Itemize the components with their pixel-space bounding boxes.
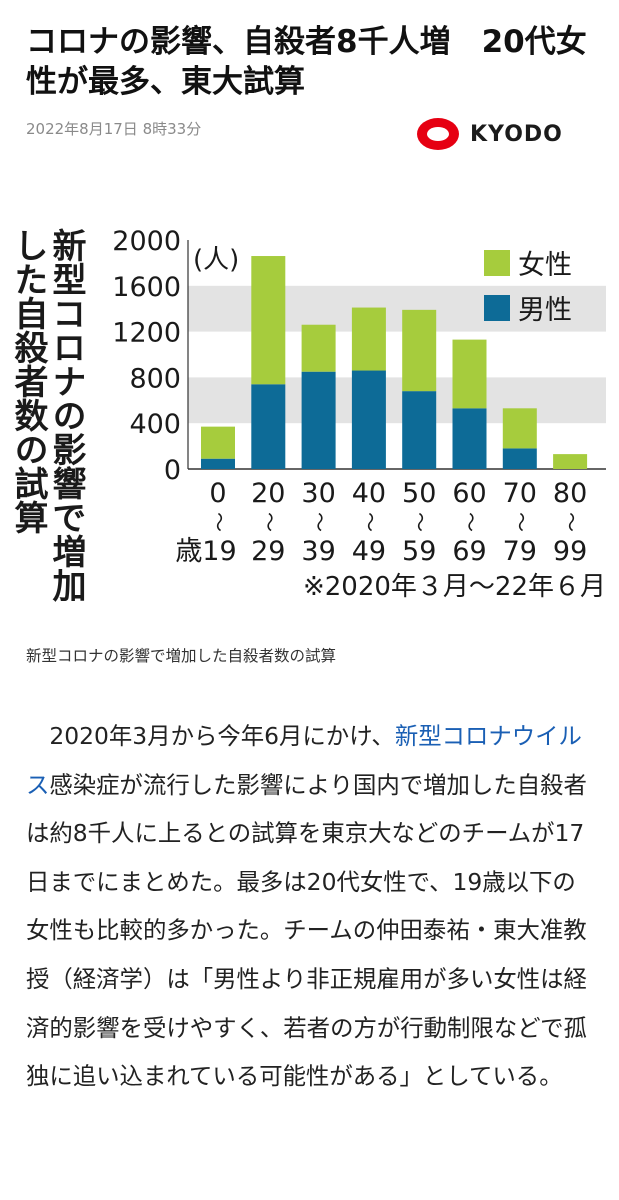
x-tick-label-start: 80	[553, 478, 587, 509]
x-tick-label-end: 69	[452, 536, 486, 567]
bar-segment-male	[402, 391, 437, 469]
x-tick-label-start: 50	[402, 478, 436, 509]
stacked-bar-chart: 0 400 800 1200 1600 2000 (人) 0 〜歳19 20 〜 29 30 〜 39 40 〜…	[112, 226, 606, 602]
x-tick-range-mark: 〜	[559, 512, 583, 532]
bar-segment-male	[452, 408, 487, 469]
legend-swatch	[484, 250, 510, 276]
bar-segment-female	[402, 309, 437, 392]
x-tick-range-mark: 〜	[509, 512, 533, 532]
y-tick-label: 1200	[112, 318, 181, 349]
x-tick-label-end: 99	[553, 536, 587, 567]
y-tick-label: 400	[129, 409, 181, 440]
x-tick-label-start: 70	[503, 478, 537, 509]
x-tick-label-start: 0	[209, 478, 226, 509]
bar-segment-male	[502, 448, 537, 469]
y-tick-label: 1600	[112, 272, 181, 303]
y-tick-label: 800	[129, 363, 181, 394]
article-figure: 新型コロナの影響で増加 した自殺者数の試算 0 400 800 1200 1600 200…	[0, 220, 619, 620]
x-tick-range-mark: 〜	[207, 512, 231, 532]
x-tick-range-mark: 〜	[408, 512, 432, 532]
x-tick-range-mark: 〜	[358, 512, 382, 532]
grid-band	[188, 377, 606, 424]
x-tick-label-end: 79	[503, 536, 537, 567]
source-name: KYODO	[470, 121, 563, 147]
x-tick-range-mark: 〜	[459, 512, 483, 532]
article-body-lead: 2020年3月から今年6月にかけ、	[49, 722, 395, 750]
y-tick-label: 2000	[112, 226, 181, 257]
x-tick-range-mark: 〜	[257, 512, 281, 532]
x-tick-label-end: 39	[301, 536, 335, 567]
bar-segment-male	[201, 458, 235, 469]
article-body: 2020年3月から今年6月にかけ、新型コロナウイルス感染症が流行した影響により国…	[26, 712, 598, 1101]
x-tick-label-start: 30	[301, 478, 335, 509]
figure-title-line-2: した自殺者数の試算	[8, 228, 48, 534]
x-tick-range-mark: 〜	[308, 512, 332, 532]
bar-segment-female	[301, 324, 336, 372]
x-tick-label-end: 49	[352, 536, 386, 567]
figure-title-line-1: 新型コロナの影響で増加	[46, 228, 86, 602]
bar-segment-male	[251, 384, 286, 469]
bar-segment-female	[553, 454, 588, 469]
bar-segment-female	[502, 408, 537, 449]
y-unit-label: (人)	[193, 245, 239, 275]
article-body-rest: 感染症が流行した影響により国内で増加した自殺者は約8千人に上るとの試算を東京大な…	[26, 770, 587, 1091]
bar-segment-female	[351, 307, 386, 371]
x-tick-label-end: 59	[402, 536, 436, 567]
x-tick-label-end: 29	[251, 536, 285, 567]
kyodo-logo-icon	[417, 118, 459, 150]
legend-label: 男性	[518, 295, 572, 326]
bar-segment-female	[452, 339, 487, 409]
figure-caption: 新型コロナの影響で増加した自殺者数の試算	[26, 647, 337, 665]
legend-label: 女性	[518, 250, 572, 281]
bar-segment-female	[201, 426, 235, 459]
bar-segment-male	[351, 370, 386, 469]
bar-segment-male	[301, 371, 336, 469]
x-tick-label-end: 歳19	[175, 536, 236, 567]
y-tick-label: 0	[164, 455, 181, 486]
bar-segment-female	[251, 256, 286, 385]
x-tick-label-start: 20	[251, 478, 285, 509]
source-logo[interactable]: KYODO	[416, 114, 563, 154]
covid-topic-link[interactable]: 新型コロナウイルス	[26, 722, 582, 799]
x-tick-label-start: 40	[352, 478, 386, 509]
publish-date: 2022年8月17日 8時33分	[26, 120, 202, 138]
article-headline: コロナの影響、自殺者8千人増 20代女性が最多、東大試算	[26, 24, 587, 100]
x-tick-label-start: 60	[452, 478, 486, 509]
legend-swatch	[484, 295, 510, 321]
period-note: ※2020年３月〜22年６月	[303, 572, 606, 602]
